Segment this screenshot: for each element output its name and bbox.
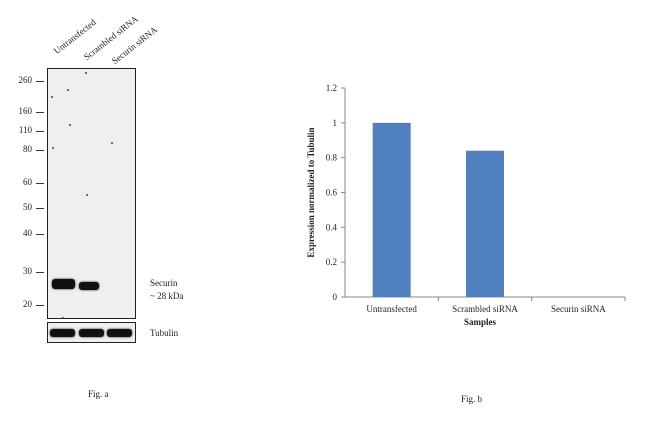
- band-untransfected: [52, 279, 75, 289]
- mw-tick: [36, 208, 44, 209]
- y-tick-label: 0: [333, 292, 338, 302]
- y-tick-label: 0.4: [326, 222, 338, 232]
- band-label: Securin: [150, 278, 178, 288]
- blot-speck: [67, 89, 69, 91]
- x-axis-title: Samples: [464, 317, 497, 327]
- tubulin-band-securin-sirna: [107, 329, 132, 337]
- mw-tick: [36, 234, 44, 235]
- blot-speck: [51, 96, 53, 98]
- mw-tick: [36, 81, 44, 82]
- mw-tick: [36, 112, 44, 113]
- mw-tick: [36, 131, 44, 132]
- loading-control-label: Tubulin: [150, 328, 179, 338]
- bar-untransfected: [372, 122, 411, 297]
- tubulin-blot-panel: [47, 322, 136, 343]
- x-tick-label: Untransfected: [366, 304, 417, 314]
- y-axis-title: Expression normalized to Tubulin: [306, 127, 316, 257]
- bar-scrambled-sirna: [466, 150, 504, 297]
- mw-marker-80: 80: [23, 144, 32, 154]
- securin-blot-panel: [47, 68, 136, 319]
- y-tick-label: 0.8: [326, 153, 338, 163]
- x-tick-label: Scrambled siRNA: [452, 304, 518, 314]
- blot-speck: [85, 72, 87, 74]
- blot-speck: [111, 142, 113, 144]
- figure-a-caption: Fig. a: [88, 389, 109, 399]
- expression-bar-chart: 0 0.2 0.4 0.6 0.8 1 1.2 Untransfected Scrambled …: [306, 83, 626, 327]
- mw-marker-30: 30: [23, 266, 32, 276]
- mw-tick: [36, 272, 44, 273]
- mw-marker-50: 50: [23, 202, 32, 212]
- y-tick-label: 0.6: [326, 188, 338, 198]
- band-scrambled: [79, 282, 99, 290]
- tubulin-band-scrambled: [79, 329, 104, 337]
- mw-marker-60: 60: [23, 177, 32, 187]
- mw-tick: [36, 150, 44, 151]
- mw-marker-20: 20: [23, 299, 32, 309]
- y-tick-label: 1: [333, 118, 338, 128]
- blot-speck: [86, 194, 88, 196]
- mw-marker-260: 260: [18, 75, 33, 85]
- blot-speck: [69, 124, 71, 126]
- figure-b-caption: Fig. b: [461, 394, 483, 404]
- mw-tick: [36, 305, 44, 306]
- band-size-label: ~ 28 kDa: [150, 291, 184, 301]
- mw-marker-40: 40: [23, 228, 32, 238]
- y-tick-label: 1.2: [326, 83, 337, 93]
- blot-speck: [62, 317, 64, 319]
- mw-marker-110: 110: [18, 125, 32, 135]
- tubulin-band-untransfected: [50, 329, 75, 337]
- x-tick-label: Securin siRNA: [551, 304, 606, 314]
- mw-tick: [36, 183, 44, 184]
- mw-marker-160: 160: [18, 106, 33, 116]
- blot-speck: [52, 147, 54, 149]
- y-tick-label: 0.2: [326, 257, 337, 267]
